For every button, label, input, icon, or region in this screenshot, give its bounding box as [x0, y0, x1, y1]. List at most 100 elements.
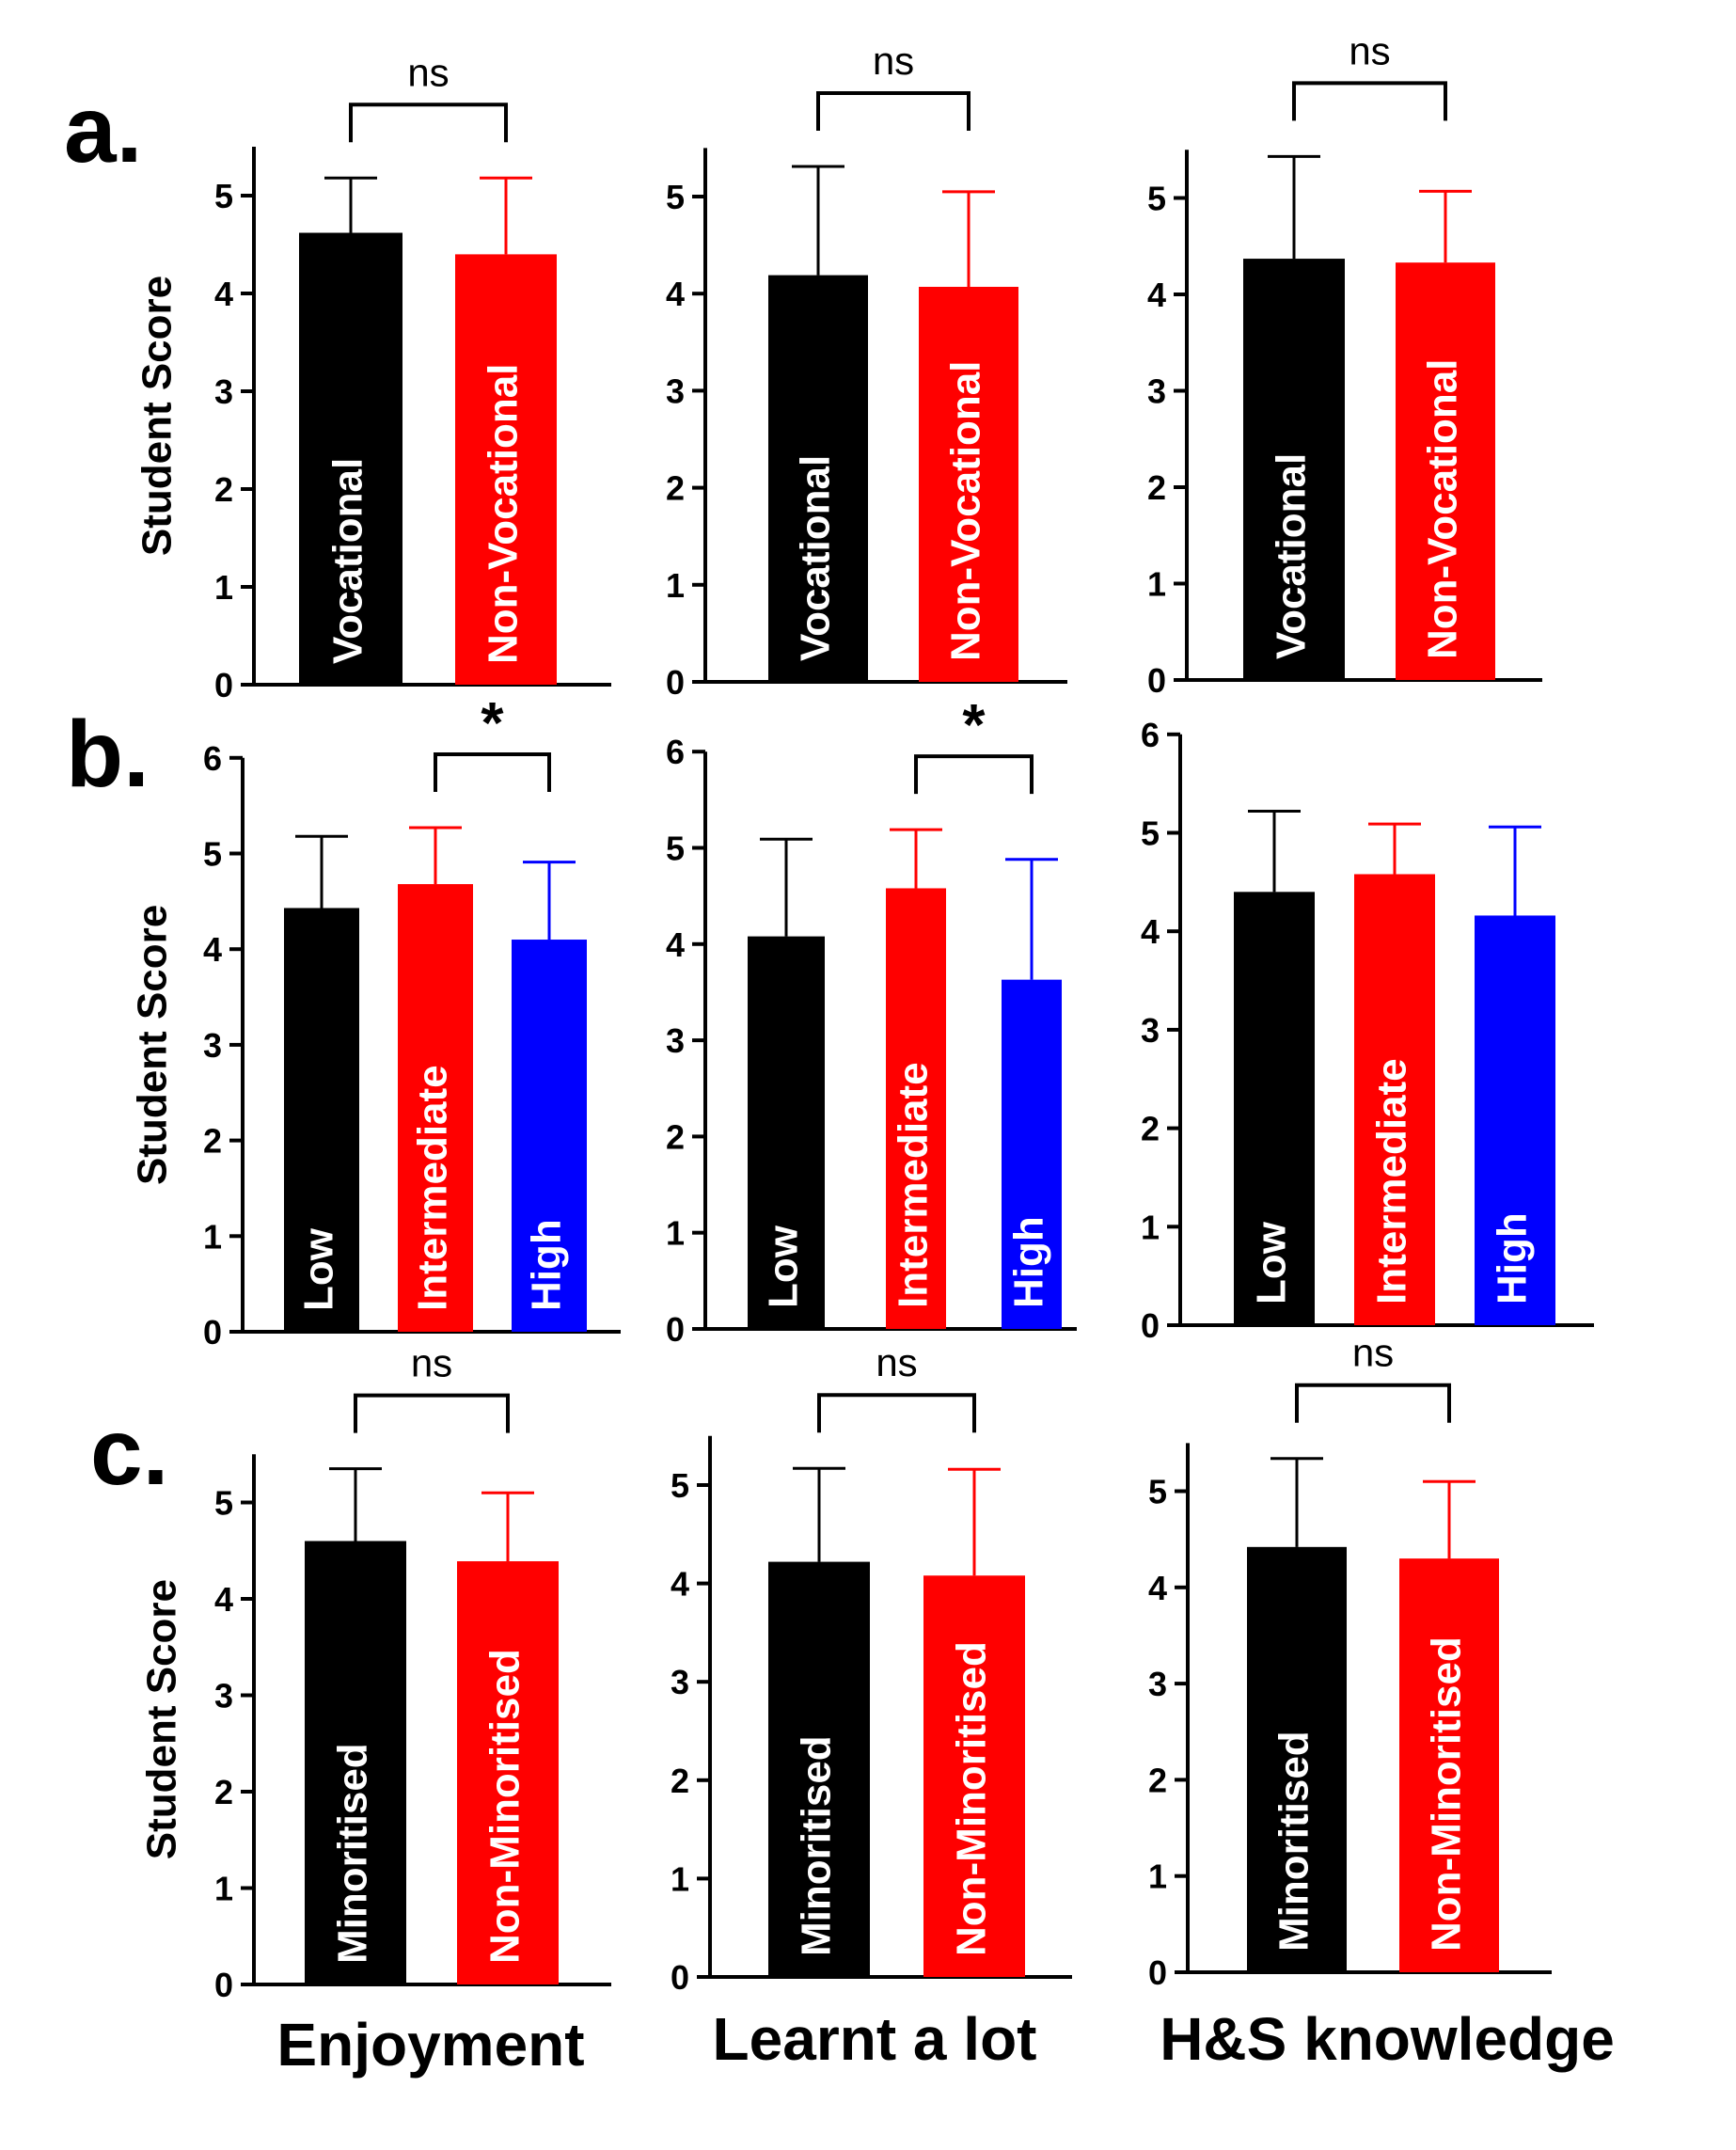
bar-low — [1234, 892, 1315, 1325]
bar-label: Intermediate — [891, 1062, 937, 1308]
chart-c-7: 0 1 2 3 4 5 Minoritised Non-Minoritised ns — [671, 1340, 1072, 1997]
y-tick-label: 0 — [1147, 661, 1166, 700]
chart-a-0: 0 1 2 3 4 5 Student Score Vocational Non-Vocatio… — [134, 50, 611, 704]
y-tick-label: 1 — [666, 566, 685, 605]
significance-label: ns — [1349, 28, 1390, 72]
y-tick-label: 4 — [666, 925, 685, 964]
bar-intermediate — [398, 884, 473, 1332]
bar-intermediate — [886, 888, 946, 1329]
y-tick-label: 3 — [1141, 1011, 1160, 1050]
bar-label: Non-Vocational — [481, 364, 527, 664]
bar-label: Minoritised — [1271, 1731, 1318, 1952]
chart-b-3: 0 1 2 3 4 5 6 Student Score Low Intermediate High * — [130, 691, 621, 1352]
significance-label: * — [962, 693, 986, 758]
panel-letter-b: b. — [66, 702, 150, 807]
y-tick-label: 2 — [666, 469, 685, 508]
y-tick-label: 2 — [671, 1762, 689, 1800]
significance-bracket — [1295, 1383, 1451, 1423]
y-tick-label: 0 — [214, 1966, 233, 2004]
y-tick-label: 4 — [671, 1565, 689, 1604]
significance-label: ns — [407, 50, 449, 94]
y-tick-label: 5 — [214, 177, 233, 215]
y-tick-label: 1 — [671, 1859, 689, 1898]
y-tick-label: 0 — [671, 1958, 689, 1997]
bar-vocational — [1243, 259, 1345, 680]
bar-vocational — [768, 275, 868, 682]
y-tick-label: 3 — [666, 372, 685, 410]
significance-bracket — [354, 1393, 510, 1433]
chart-a-2: 0 1 2 3 4 5 Vocational Non-Vocational ns — [1147, 28, 1542, 700]
y-axis-label: Student Score — [139, 1579, 185, 1859]
y-tick-label: 3 — [214, 372, 233, 411]
bar-label: Intermediate — [1369, 1058, 1415, 1304]
bar-non-vocational — [1396, 262, 1495, 680]
y-tick-label: 4 — [1141, 912, 1160, 951]
bar-label: High — [1006, 1216, 1052, 1308]
significance-label: ns — [873, 39, 914, 83]
y-tick-label: 1 — [666, 1214, 685, 1253]
significance-label: ns — [876, 1340, 917, 1384]
bar-label: Vocational — [325, 458, 371, 664]
y-tick-label: 6 — [203, 739, 222, 778]
bar-high — [1475, 915, 1555, 1325]
column-title-learnt-a-lot: Learnt a lot — [713, 2005, 1037, 2073]
y-axis-label: Student Score — [134, 276, 181, 556]
y-tick-label: 3 — [671, 1663, 689, 1701]
y-tick-label: 4 — [203, 930, 222, 969]
significance-bracket — [914, 754, 1034, 795]
y-tick-label: 2 — [214, 470, 233, 509]
chart-b-4: 0 1 2 3 4 5 6 Low Intermediate High * — [666, 693, 1077, 1349]
panel-letter-a: a. — [64, 77, 142, 182]
bar-label: Vocational — [1269, 453, 1315, 659]
y-tick-label: 5 — [666, 830, 685, 868]
y-tick-label: 2 — [1141, 1110, 1160, 1148]
y-tick-label: 1 — [214, 568, 233, 607]
y-tick-label: 4 — [1147, 276, 1166, 314]
column-title-enjoyment: Enjoyment — [276, 2011, 584, 2079]
significance-label: ns — [411, 1341, 452, 1385]
significance-bracket — [1292, 81, 1447, 121]
bar-non-minoritised — [923, 1575, 1025, 1977]
bar-label: Non-Minoritised — [1424, 1636, 1470, 1952]
chart-c-6: 0 1 2 3 4 5 Student Score Minoritised Non-Minori… — [139, 1341, 611, 2004]
y-tick-label: 4 — [214, 275, 233, 313]
y-tick-label: 4 — [1148, 1569, 1167, 1607]
bar-label: Minoritised — [794, 1735, 840, 1956]
y-tick-label: 2 — [214, 1773, 233, 1811]
y-tick-label: 1 — [203, 1217, 222, 1256]
bar-label: High — [1490, 1212, 1536, 1304]
bar-label: Low — [1249, 1221, 1295, 1304]
bar-non-vocational — [455, 254, 557, 685]
bar-non-minoritised — [457, 1561, 559, 1984]
bar-minoritised — [768, 1561, 870, 1977]
significance-bracket — [349, 103, 508, 143]
bar-label: Low — [296, 1227, 342, 1311]
y-tick-label: 4 — [666, 275, 685, 313]
y-tick-label: 0 — [214, 666, 233, 704]
y-tick-label: 6 — [1141, 716, 1160, 754]
chart-a-1: 0 1 2 3 4 5 Vocational Non-Vocational ns — [666, 39, 1067, 702]
y-tick-label: 3 — [666, 1021, 685, 1060]
panel-letter-c: c. — [90, 1399, 168, 1505]
chart-c-8: 0 1 2 3 4 5 Minoritised Non-Minoritised ns — [1148, 1331, 1552, 1992]
y-tick-label: 3 — [1147, 372, 1166, 411]
bar-minoritised — [305, 1541, 406, 1984]
y-tick-label: 2 — [1148, 1761, 1167, 1799]
y-tick-label: 1 — [1147, 565, 1166, 604]
y-tick-label: 4 — [214, 1580, 233, 1619]
bar-non-vocational — [919, 286, 1018, 682]
bar-label: Minoritised — [330, 1743, 376, 1964]
y-tick-label: 5 — [214, 1484, 233, 1523]
bar-label: Vocational — [793, 455, 839, 661]
bar-label: Intermediate — [410, 1065, 456, 1311]
significance-bracket — [817, 1393, 976, 1433]
y-tick-label: 5 — [1147, 180, 1166, 218]
y-tick-label: 3 — [214, 1677, 233, 1715]
bar-minoritised — [1247, 1546, 1347, 1972]
y-tick-label: 3 — [1148, 1665, 1167, 1703]
bar-label: Non-Vocational — [1420, 359, 1466, 659]
bar-high — [512, 940, 587, 1332]
significance-label: * — [481, 691, 504, 756]
y-tick-label: 2 — [203, 1122, 222, 1161]
